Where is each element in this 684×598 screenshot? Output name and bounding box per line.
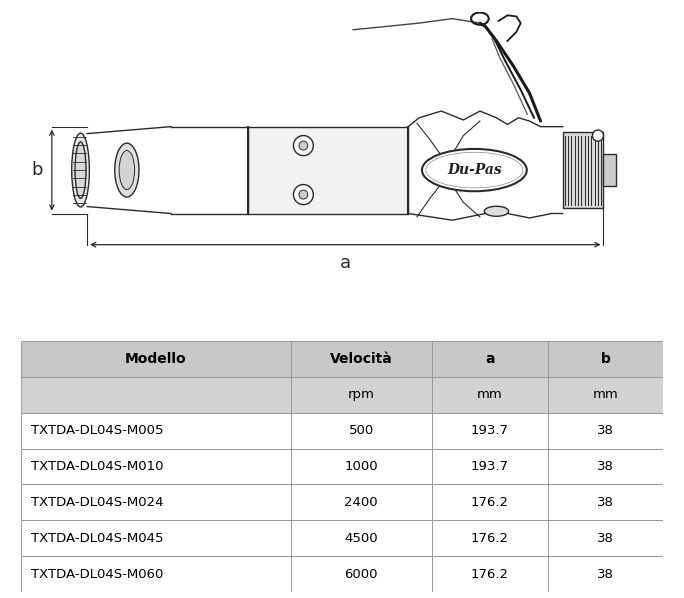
FancyBboxPatch shape [291,556,432,592]
Ellipse shape [426,152,523,188]
Text: mm: mm [593,388,618,401]
FancyBboxPatch shape [21,413,291,448]
FancyBboxPatch shape [248,127,408,213]
FancyBboxPatch shape [291,484,432,520]
FancyBboxPatch shape [291,413,432,448]
Text: 38: 38 [597,460,614,473]
Text: 38: 38 [597,568,614,581]
FancyBboxPatch shape [291,377,432,413]
Text: 4500: 4500 [345,532,378,545]
FancyBboxPatch shape [563,132,603,208]
Text: Du-Pas: Du-Pas [447,163,501,177]
Text: 1000: 1000 [345,460,378,473]
FancyBboxPatch shape [21,448,291,484]
Text: b: b [601,352,611,366]
Ellipse shape [115,143,139,197]
Text: 38: 38 [597,424,614,437]
FancyBboxPatch shape [548,413,663,448]
FancyBboxPatch shape [21,341,291,377]
Text: 38: 38 [597,532,614,545]
FancyBboxPatch shape [432,341,548,377]
FancyBboxPatch shape [21,377,291,413]
Ellipse shape [72,133,90,207]
FancyBboxPatch shape [548,556,663,592]
FancyBboxPatch shape [432,556,548,592]
FancyBboxPatch shape [432,377,548,413]
Text: Modello: Modello [124,352,186,366]
Text: mm: mm [477,388,503,401]
FancyBboxPatch shape [432,520,548,556]
Ellipse shape [75,142,86,199]
FancyBboxPatch shape [291,520,432,556]
Text: a: a [485,352,495,366]
Text: TXTDA-DL04S-M045: TXTDA-DL04S-M045 [31,532,164,545]
FancyBboxPatch shape [548,341,663,377]
Circle shape [592,130,603,141]
Ellipse shape [484,206,509,216]
Circle shape [299,141,308,150]
Text: 6000: 6000 [345,568,378,581]
FancyBboxPatch shape [548,520,663,556]
Circle shape [293,185,313,205]
Circle shape [299,190,308,199]
Text: Velocità: Velocità [330,352,393,366]
Text: TXTDA-DL04S-M024: TXTDA-DL04S-M024 [31,496,164,509]
Text: 193.7: 193.7 [471,424,509,437]
Text: b: b [31,161,43,179]
Text: TXTDA-DL04S-M060: TXTDA-DL04S-M060 [31,568,163,581]
FancyBboxPatch shape [21,520,291,556]
Ellipse shape [422,149,527,191]
FancyBboxPatch shape [21,556,291,592]
Text: 176.2: 176.2 [471,532,509,545]
FancyBboxPatch shape [548,448,663,484]
Ellipse shape [119,151,135,190]
Circle shape [293,136,313,155]
FancyBboxPatch shape [291,341,432,377]
Text: 2400: 2400 [345,496,378,509]
Text: 193.7: 193.7 [471,460,509,473]
Text: a: a [340,254,351,271]
Text: 176.2: 176.2 [471,568,509,581]
Text: TXTDA-DL04S-M010: TXTDA-DL04S-M010 [31,460,164,473]
FancyBboxPatch shape [432,448,548,484]
FancyBboxPatch shape [548,377,663,413]
Text: rpm: rpm [348,388,375,401]
Text: 38: 38 [597,496,614,509]
FancyBboxPatch shape [548,484,663,520]
FancyBboxPatch shape [603,154,616,185]
FancyBboxPatch shape [291,448,432,484]
FancyBboxPatch shape [432,413,548,448]
Text: TXTDA-DL04S-M005: TXTDA-DL04S-M005 [31,424,164,437]
Text: 500: 500 [349,424,374,437]
FancyBboxPatch shape [432,484,548,520]
Text: 176.2: 176.2 [471,496,509,509]
FancyBboxPatch shape [21,484,291,520]
